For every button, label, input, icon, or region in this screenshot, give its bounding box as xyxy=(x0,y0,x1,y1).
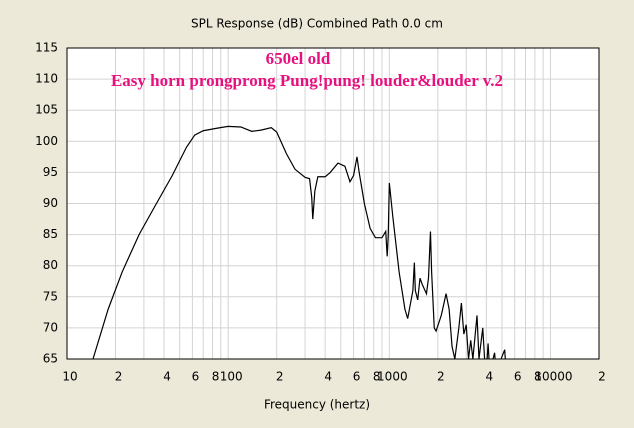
x-tick-label: 6 xyxy=(353,370,361,384)
y-tick-label: 85 xyxy=(43,227,58,241)
annotation: 650el old xyxy=(266,49,331,68)
plot-frame xyxy=(66,47,600,360)
y-tick-label: 110 xyxy=(35,72,58,86)
x-tick-label: 4 xyxy=(486,370,494,384)
y-tick-label: 80 xyxy=(43,258,58,272)
y-tick-label: 95 xyxy=(43,165,58,179)
chart-title: SPL Response (dB) Combined Path 0.0 cm xyxy=(191,17,443,31)
x-tick-label: 2 xyxy=(598,370,606,384)
x-tick-label: 4 xyxy=(324,370,332,384)
response-line xyxy=(92,125,506,359)
x-tick-label: 8 xyxy=(534,370,542,384)
x-tick-label: 8 xyxy=(212,370,220,384)
y-tick-label: 100 xyxy=(35,134,58,148)
y-tick-label: 115 xyxy=(35,41,58,55)
y-tick-label: 70 xyxy=(43,320,58,334)
y-tick-label: 65 xyxy=(43,352,58,366)
x-tick-label: 2 xyxy=(276,370,284,384)
x-tick-label: 8 xyxy=(373,370,381,384)
x-tick-label: 10 xyxy=(62,370,77,384)
lines xyxy=(92,125,506,359)
x-tick-label: 4 xyxy=(163,370,171,384)
annotation: Easy horn prongprong Pung!pung! louder&l… xyxy=(111,71,503,90)
y-tick-label: 90 xyxy=(43,196,58,210)
x-axis-label: Frequency (hertz) xyxy=(264,398,370,412)
x-tick-label: 100 xyxy=(220,370,243,384)
y-tick-label: 105 xyxy=(35,103,58,117)
x-tick-label: 1000 xyxy=(377,370,408,384)
x-tick-label: 6 xyxy=(192,370,200,384)
x-tick-label: 2 xyxy=(437,370,445,384)
x-tick-label: 6 xyxy=(514,370,522,384)
x-tick-label: 10000 xyxy=(534,370,572,384)
x-tick-label: 2 xyxy=(115,370,123,384)
y-tick-label: 75 xyxy=(43,289,58,303)
